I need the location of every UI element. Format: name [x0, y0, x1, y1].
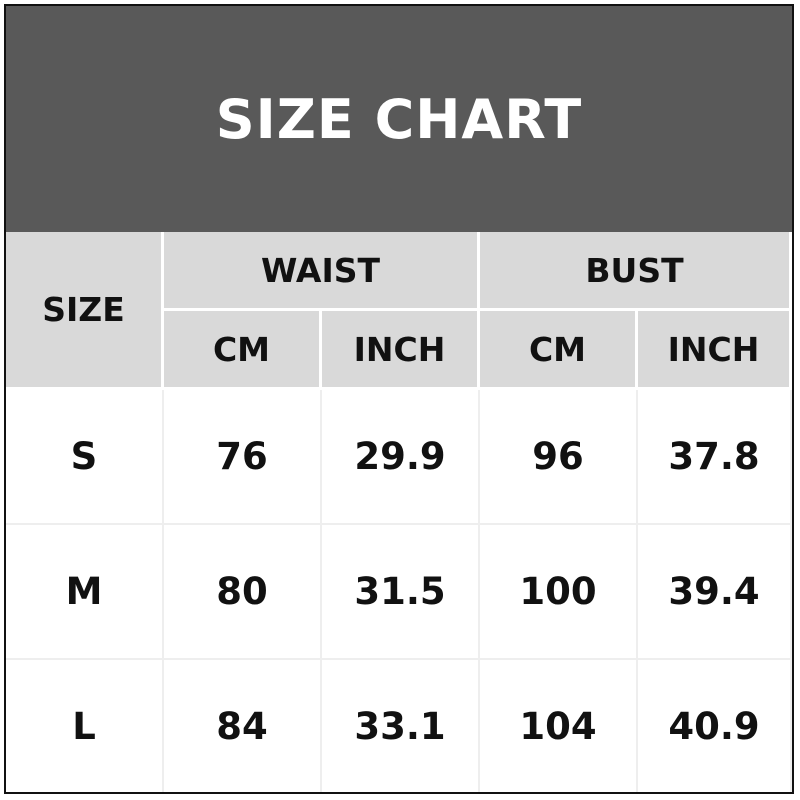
cell-bust-inch: 39.4: [638, 525, 792, 660]
header-bust-inch: INCH: [638, 311, 792, 390]
cell-waist-inch: 31.5: [322, 525, 480, 660]
header-waist-inch: INCH: [322, 311, 480, 390]
size-chart-table: SIZE CHART SIZE WAIST BUST CM INCH CM IN…: [4, 4, 794, 794]
cell-waist-inch: 29.9: [322, 390, 480, 525]
cell-waist-cm: 84: [164, 660, 322, 792]
cell-bust-cm: 96: [480, 390, 638, 525]
cell-bust-cm: 104: [480, 660, 638, 792]
cell-waist-cm: 80: [164, 525, 322, 660]
header-bust: BUST: [480, 232, 792, 311]
cell-waist-cm: 76: [164, 390, 322, 525]
cell-size: S: [6, 390, 164, 525]
header-bust-cm: CM: [480, 311, 638, 390]
cell-bust-inch: 37.8: [638, 390, 792, 525]
header-waist: WAIST: [164, 232, 480, 311]
cell-bust-cm: 100: [480, 525, 638, 660]
chart-title: SIZE CHART: [6, 6, 792, 232]
cell-size: M: [6, 525, 164, 660]
header-waist-cm: CM: [164, 311, 322, 390]
cell-waist-inch: 33.1: [322, 660, 480, 792]
header-size: SIZE: [6, 232, 164, 390]
cell-bust-inch: 40.9: [638, 660, 792, 792]
cell-size: L: [6, 660, 164, 792]
